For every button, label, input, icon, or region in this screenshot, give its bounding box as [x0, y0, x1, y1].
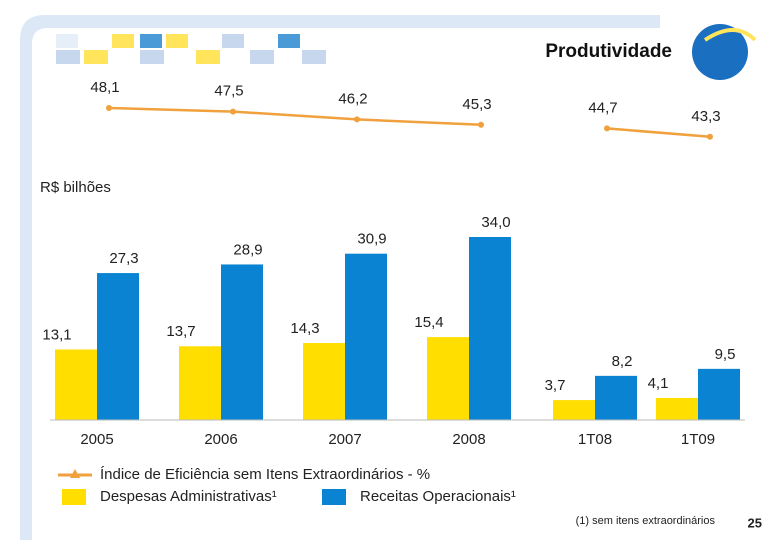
bar	[97, 273, 139, 420]
legend-swatch	[62, 489, 86, 505]
legend-label: Receitas Operacionais¹	[360, 488, 516, 505]
bar-value-label: 13,7	[166, 323, 195, 340]
bar-value-label: 8,2	[612, 353, 633, 370]
efficiency-point	[707, 133, 713, 140]
efficiency-point	[354, 116, 360, 123]
efficiency-value-label: 43,3	[691, 108, 720, 125]
bar	[345, 253, 387, 420]
bar-value-label: 9,5	[715, 346, 736, 363]
bar	[656, 397, 698, 420]
bar-value-label: 30,9	[357, 231, 386, 248]
efficiency-point	[106, 105, 112, 111]
efficiency-line	[606, 127, 711, 139]
header-tiles	[56, 34, 326, 64]
bar-value-label: 15,4	[414, 314, 443, 331]
legend-swatch	[322, 489, 346, 505]
efficiency-value-label: 48,1	[90, 79, 119, 96]
bar	[469, 237, 511, 420]
logo	[692, 24, 757, 80]
unit-label: R$ bilhões	[40, 179, 111, 196]
x-tick-label: 1T08	[578, 431, 612, 448]
efficiency-point	[478, 121, 484, 128]
bar-value-label: 34,0	[481, 214, 510, 231]
bar-value-label: 27,3	[109, 250, 138, 267]
bar	[179, 346, 221, 420]
footnote: (1) sem itens extraordinários	[576, 515, 716, 527]
bar	[427, 337, 469, 420]
legend-label: Índice de Eficiência sem Itens Extraordi…	[100, 466, 430, 483]
bar	[553, 400, 595, 420]
bar-value-label: 3,7	[545, 377, 566, 394]
bar-value-label: 13,1	[42, 326, 71, 343]
efficiency-value-label: 46,2	[338, 90, 367, 107]
bar	[221, 264, 263, 420]
x-tick-label: 2005	[80, 431, 113, 448]
x-tick-label: 2006	[204, 431, 237, 448]
bar-value-label: 4,1	[648, 375, 669, 392]
efficiency-point	[604, 125, 610, 132]
efficiency-value-label: 44,7	[588, 99, 617, 116]
efficiency-value-label: 47,5	[214, 83, 243, 100]
legend-label: Despesas Administrativas¹	[100, 488, 277, 505]
bar	[698, 368, 740, 420]
slide-title: Produtividade	[545, 41, 672, 62]
efficiency-point	[230, 108, 236, 115]
bar-value-label: 28,9	[233, 241, 262, 258]
bar-value-label: 14,3	[290, 320, 319, 337]
legend-line-marker	[70, 469, 80, 478]
page-number: 25	[748, 515, 762, 530]
x-tick-label: 2007	[328, 431, 361, 448]
bar	[303, 343, 345, 420]
x-tick-label: 2008	[452, 431, 485, 448]
bar	[595, 375, 637, 420]
bar	[55, 349, 97, 420]
x-tick-label: 1T09	[681, 431, 715, 448]
efficiency-value-label: 45,3	[462, 96, 491, 113]
efficiency-line	[108, 106, 482, 127]
